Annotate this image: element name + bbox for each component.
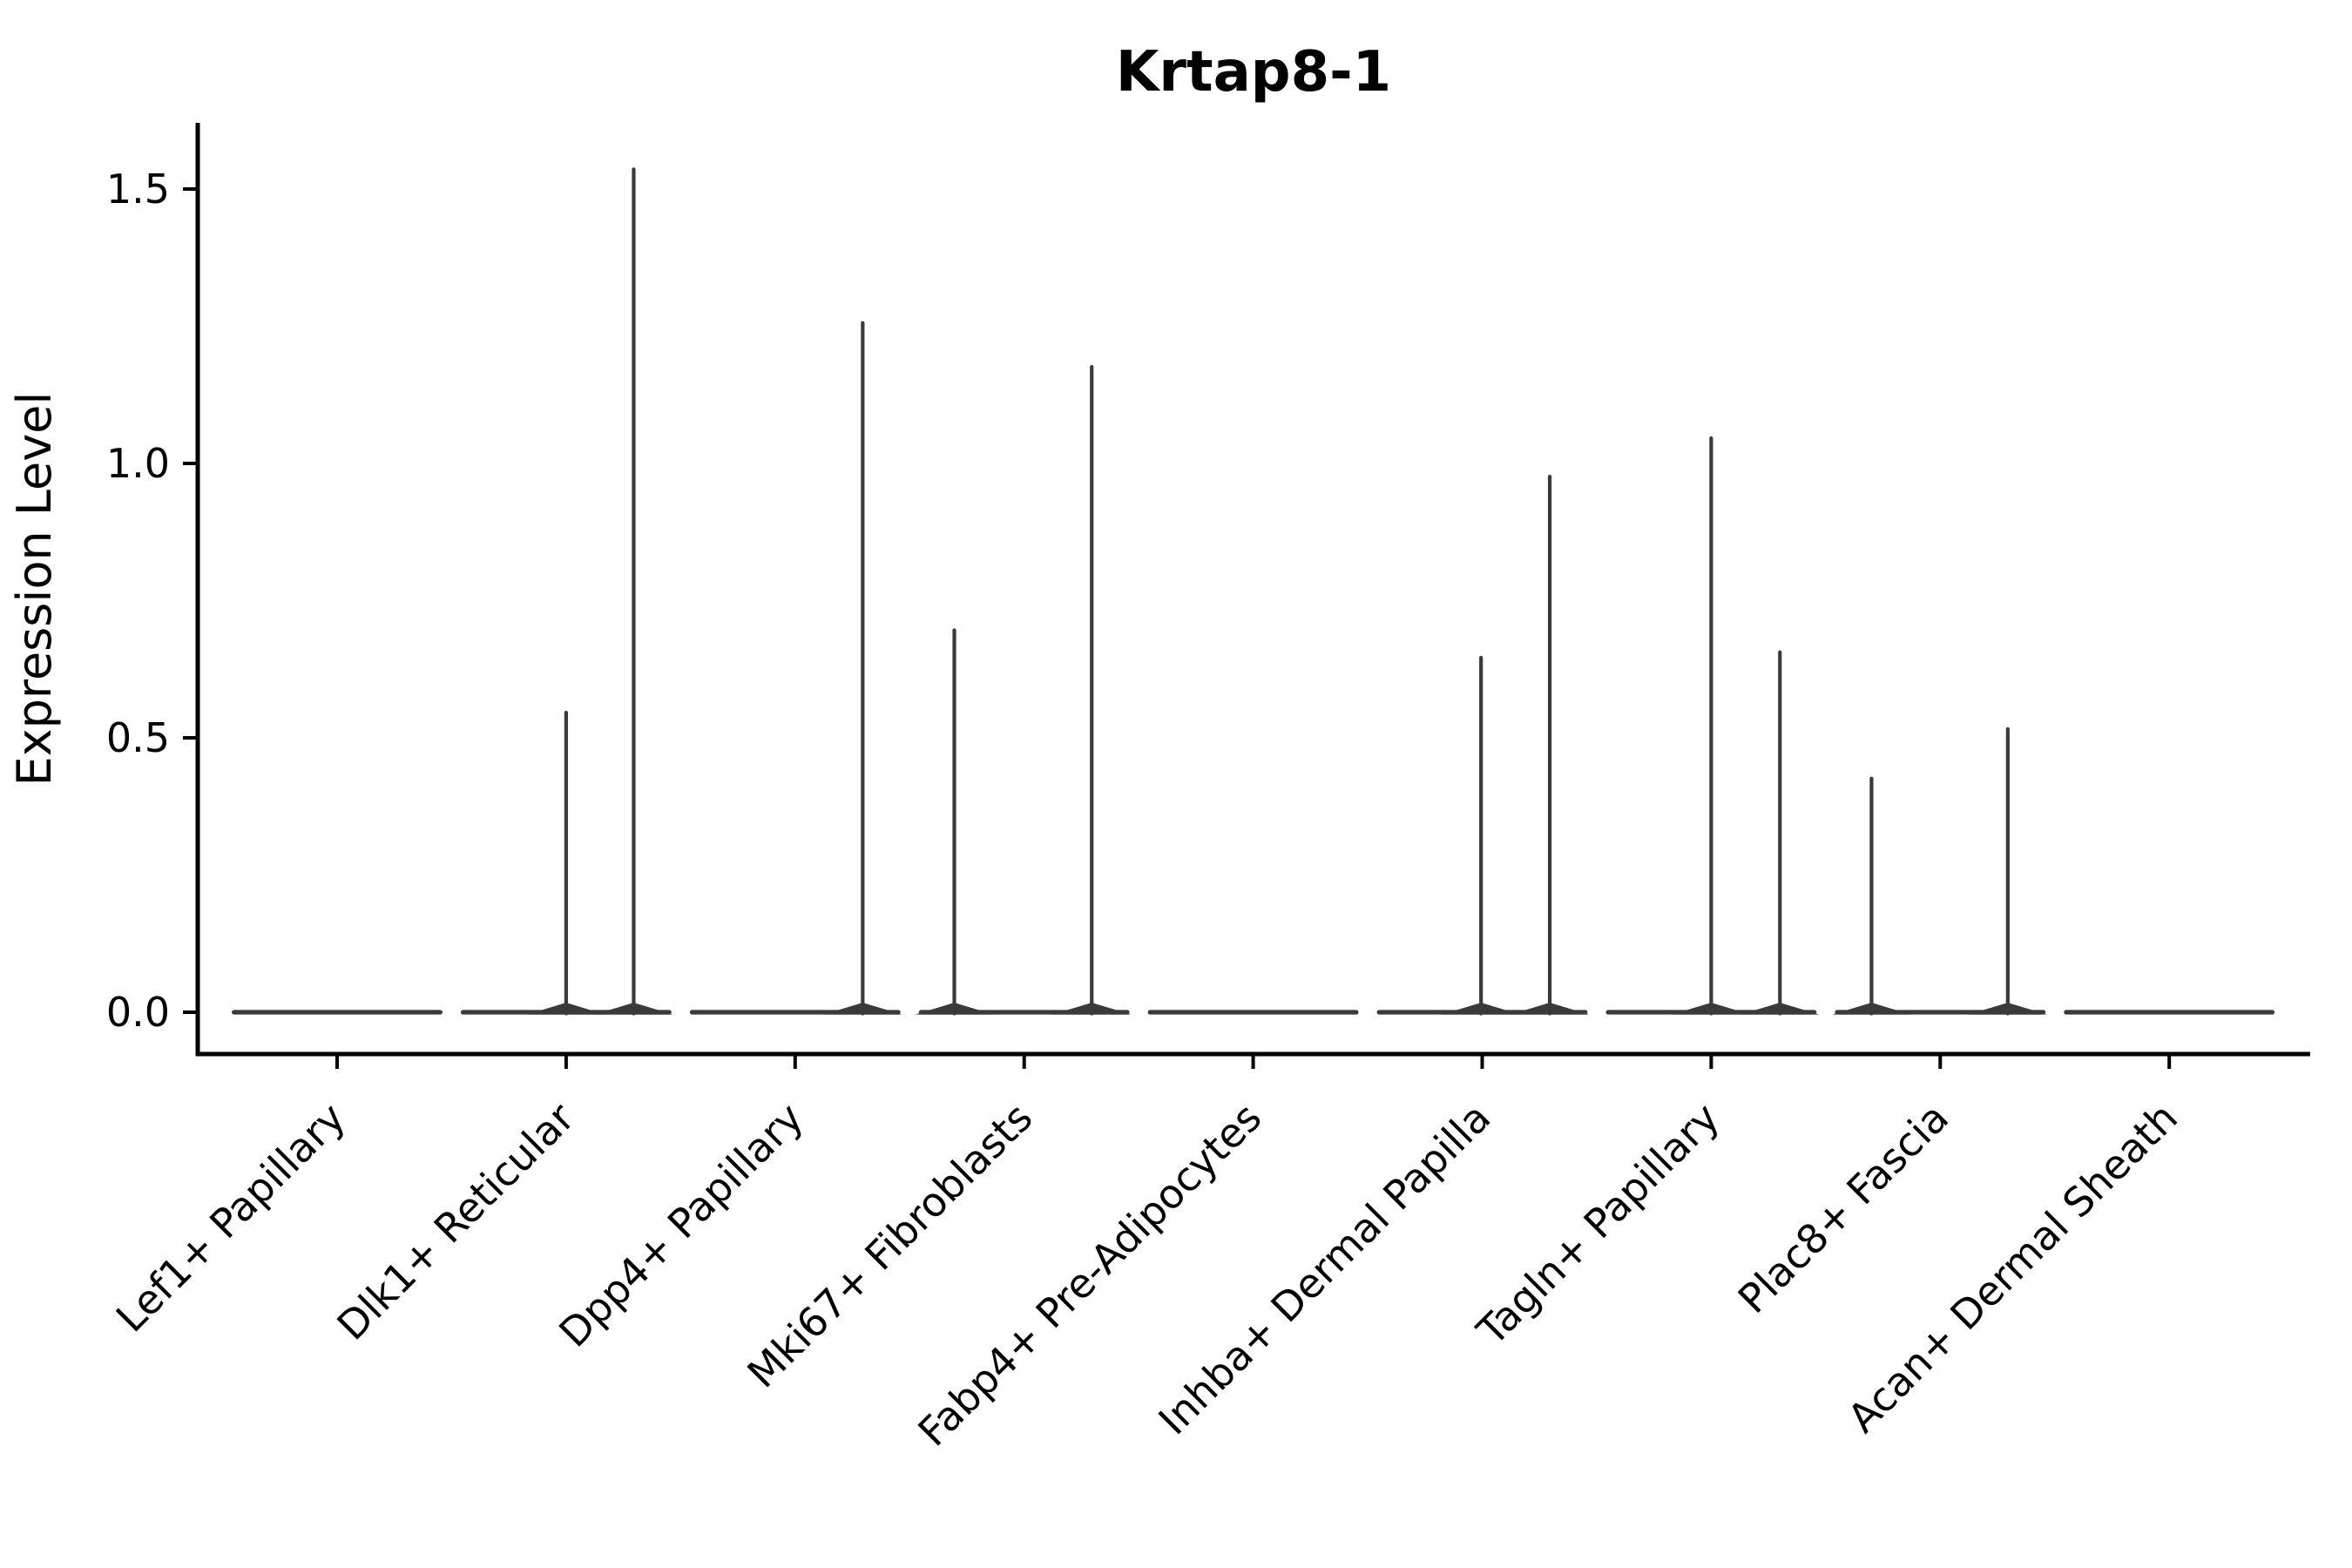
x-tick-label-0: Lef1+ Papillary	[107, 1094, 355, 1342]
x-tick-label-1: Dlk1+ Reticular	[328, 1094, 583, 1349]
y-axis-label: Expression Level	[7, 392, 62, 787]
violin-body-4	[1147, 1010, 1359, 1015]
x-tick-label-6: Tagln+ Papillary	[1468, 1094, 1729, 1355]
y-tick-label-0: 0.0	[106, 989, 170, 1036]
y-tick-label-2: 1.0	[106, 440, 170, 487]
chart-title: Krtap8-1	[1116, 40, 1391, 105]
violin-body-8	[2064, 1010, 2275, 1015]
violin-body-0	[232, 1010, 443, 1015]
y-tick-label-3: 1.5	[106, 166, 170, 213]
x-tick-label-2: Dpp4+ Papillary	[550, 1094, 812, 1356]
y-tick-label-1: 0.5	[106, 714, 170, 761]
x-tick-label-7: Plac8+ Fascia	[1729, 1094, 1957, 1322]
